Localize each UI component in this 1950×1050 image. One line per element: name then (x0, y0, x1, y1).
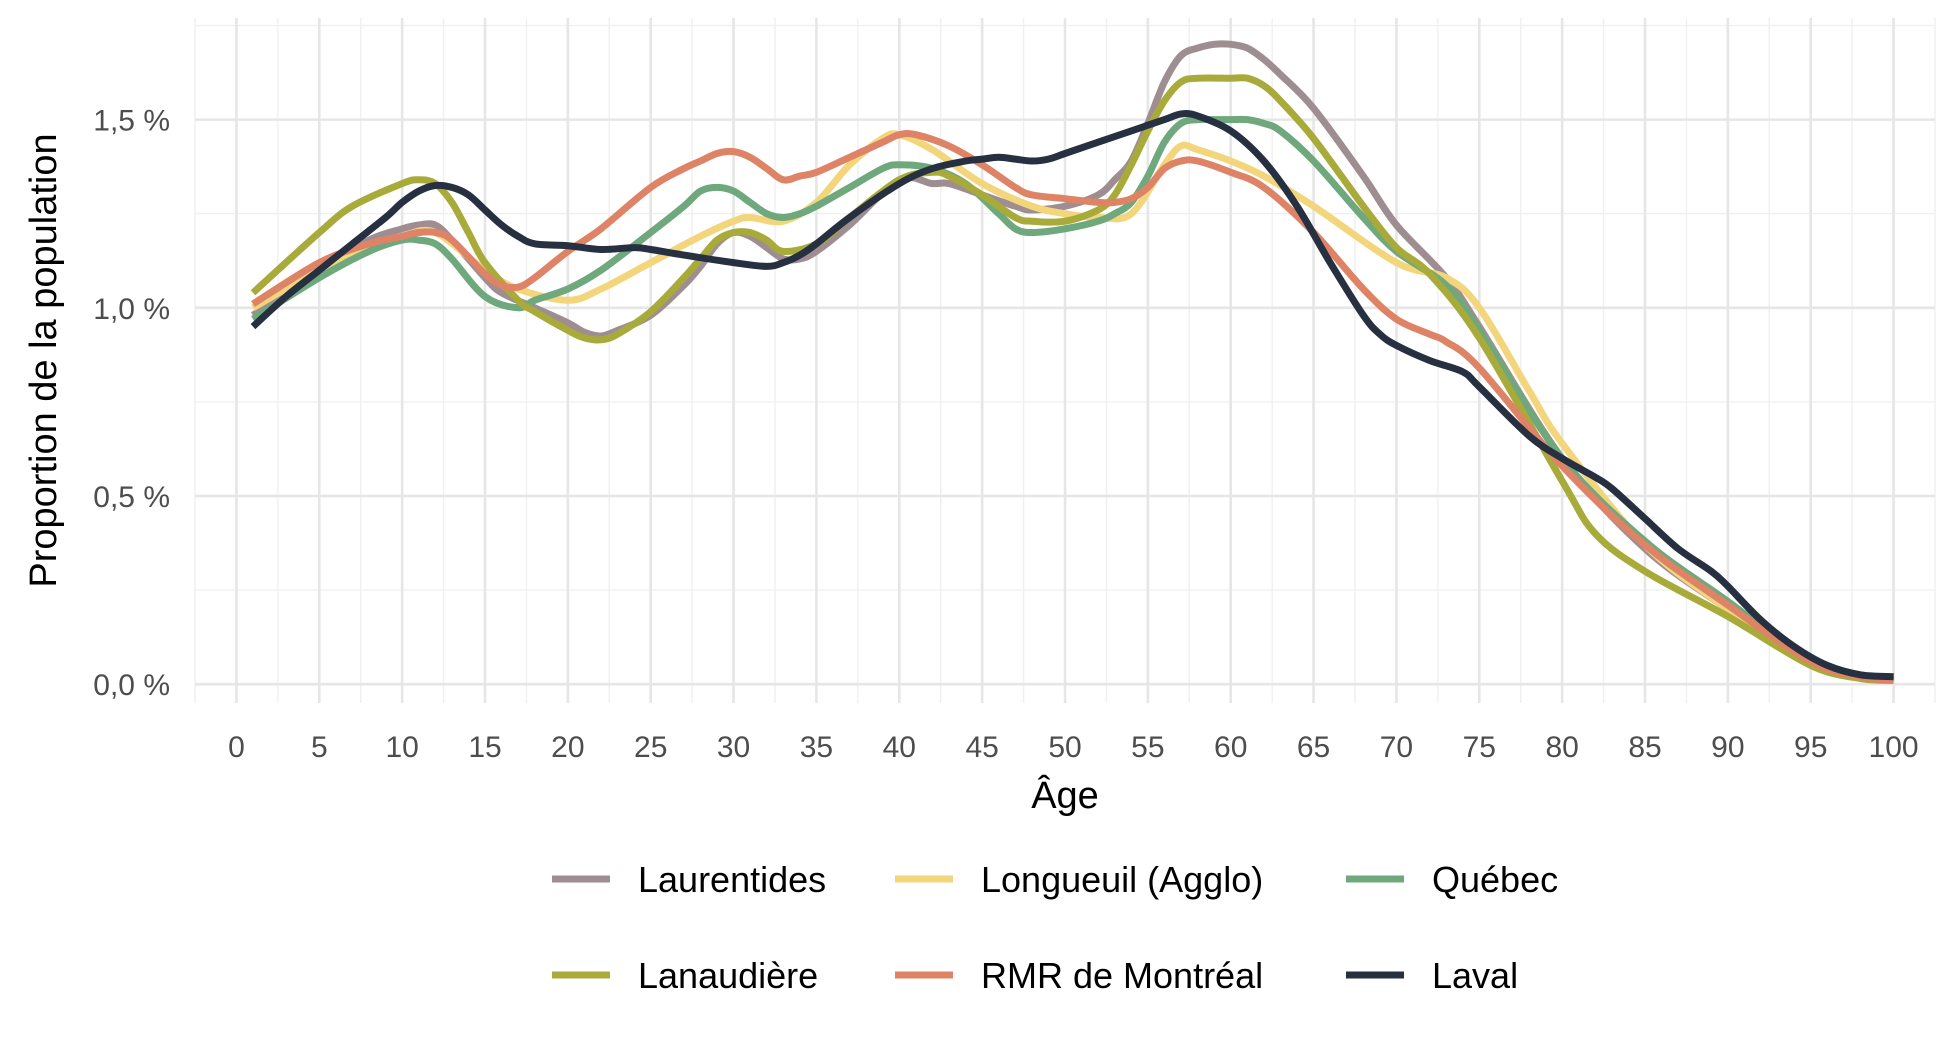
legend-label: RMR de Montréal (981, 955, 1263, 996)
x-tick-label: 45 (965, 731, 998, 764)
x-tick-label: 55 (1131, 731, 1164, 764)
x-tick-label: 0 (228, 731, 245, 764)
x-tick-label: 10 (385, 731, 418, 764)
y-axis-tick-labels: 0,0 % 0,5 % 1,0 % 1,5 % (93, 105, 170, 703)
series-line-laurentides (251, 40, 1894, 684)
series-line-longueuil-agglo (251, 130, 1894, 684)
legend-item-quebec: Québec (1346, 859, 1558, 900)
x-tick-label: 100 (1869, 731, 1919, 764)
legend-item-laval: Laval (1346, 955, 1518, 996)
series-lines (250, 40, 1894, 684)
series-line-laval (250, 110, 1894, 681)
legend-label: Laval (1432, 955, 1518, 996)
x-tick-label: 90 (1711, 731, 1744, 764)
major-gridlines (195, 18, 1935, 703)
x-tick-label: 65 (1297, 731, 1330, 764)
y-tick-label: 1,5 % (93, 105, 170, 138)
legend-label: Québec (1432, 859, 1558, 900)
x-tick-label: 75 (1463, 731, 1496, 764)
x-axis-title: Âge (1031, 774, 1099, 817)
x-tick-label: 95 (1794, 731, 1827, 764)
x-tick-label: 60 (1214, 731, 1247, 764)
legend-item-longueuil-agglo: Longueuil (Agglo) (895, 859, 1263, 900)
legend-item-rmr-de-montreal: RMR de Montréal (895, 955, 1263, 996)
x-tick-label: 15 (468, 731, 501, 764)
legend-label: Lanaudière (638, 955, 818, 996)
x-tick-label: 80 (1545, 731, 1578, 764)
y-axis-title: Proportion de la population (23, 133, 65, 587)
series-line-rmr-de-montreal (251, 130, 1894, 684)
x-tick-label: 20 (551, 731, 584, 764)
x-tick-label: 30 (717, 731, 750, 764)
x-tick-label: 5 (311, 731, 328, 764)
x-tick-label: 40 (883, 731, 916, 764)
x-tick-label: 50 (1048, 731, 1081, 764)
x-tick-label: 35 (800, 731, 833, 764)
x-tick-label: 25 (634, 731, 667, 764)
x-tick-label: 70 (1380, 731, 1413, 764)
legend-label: Longueuil (Agglo) (981, 859, 1263, 900)
series-line-lanaudiere (250, 74, 1894, 684)
y-tick-label: 0,5 % (93, 481, 170, 514)
legend-item-laurentides: Laurentides (552, 859, 826, 900)
legend-item-lanaudiere: Lanaudière (552, 955, 818, 996)
legend: Laurentides Longueuil (Agglo) Québec Lanaud… (552, 859, 1558, 996)
legend-label: Laurentides (638, 859, 826, 900)
x-tick-label: 85 (1628, 731, 1661, 764)
y-tick-label: 1,0 % (93, 293, 170, 326)
x-axis-tick-labels: 0 5 10 15 20 25 30 35 40 45 50 55 60 65 70 75 80 85 90 95 10… (228, 731, 1919, 764)
y-tick-label: 0,0 % (93, 669, 170, 702)
